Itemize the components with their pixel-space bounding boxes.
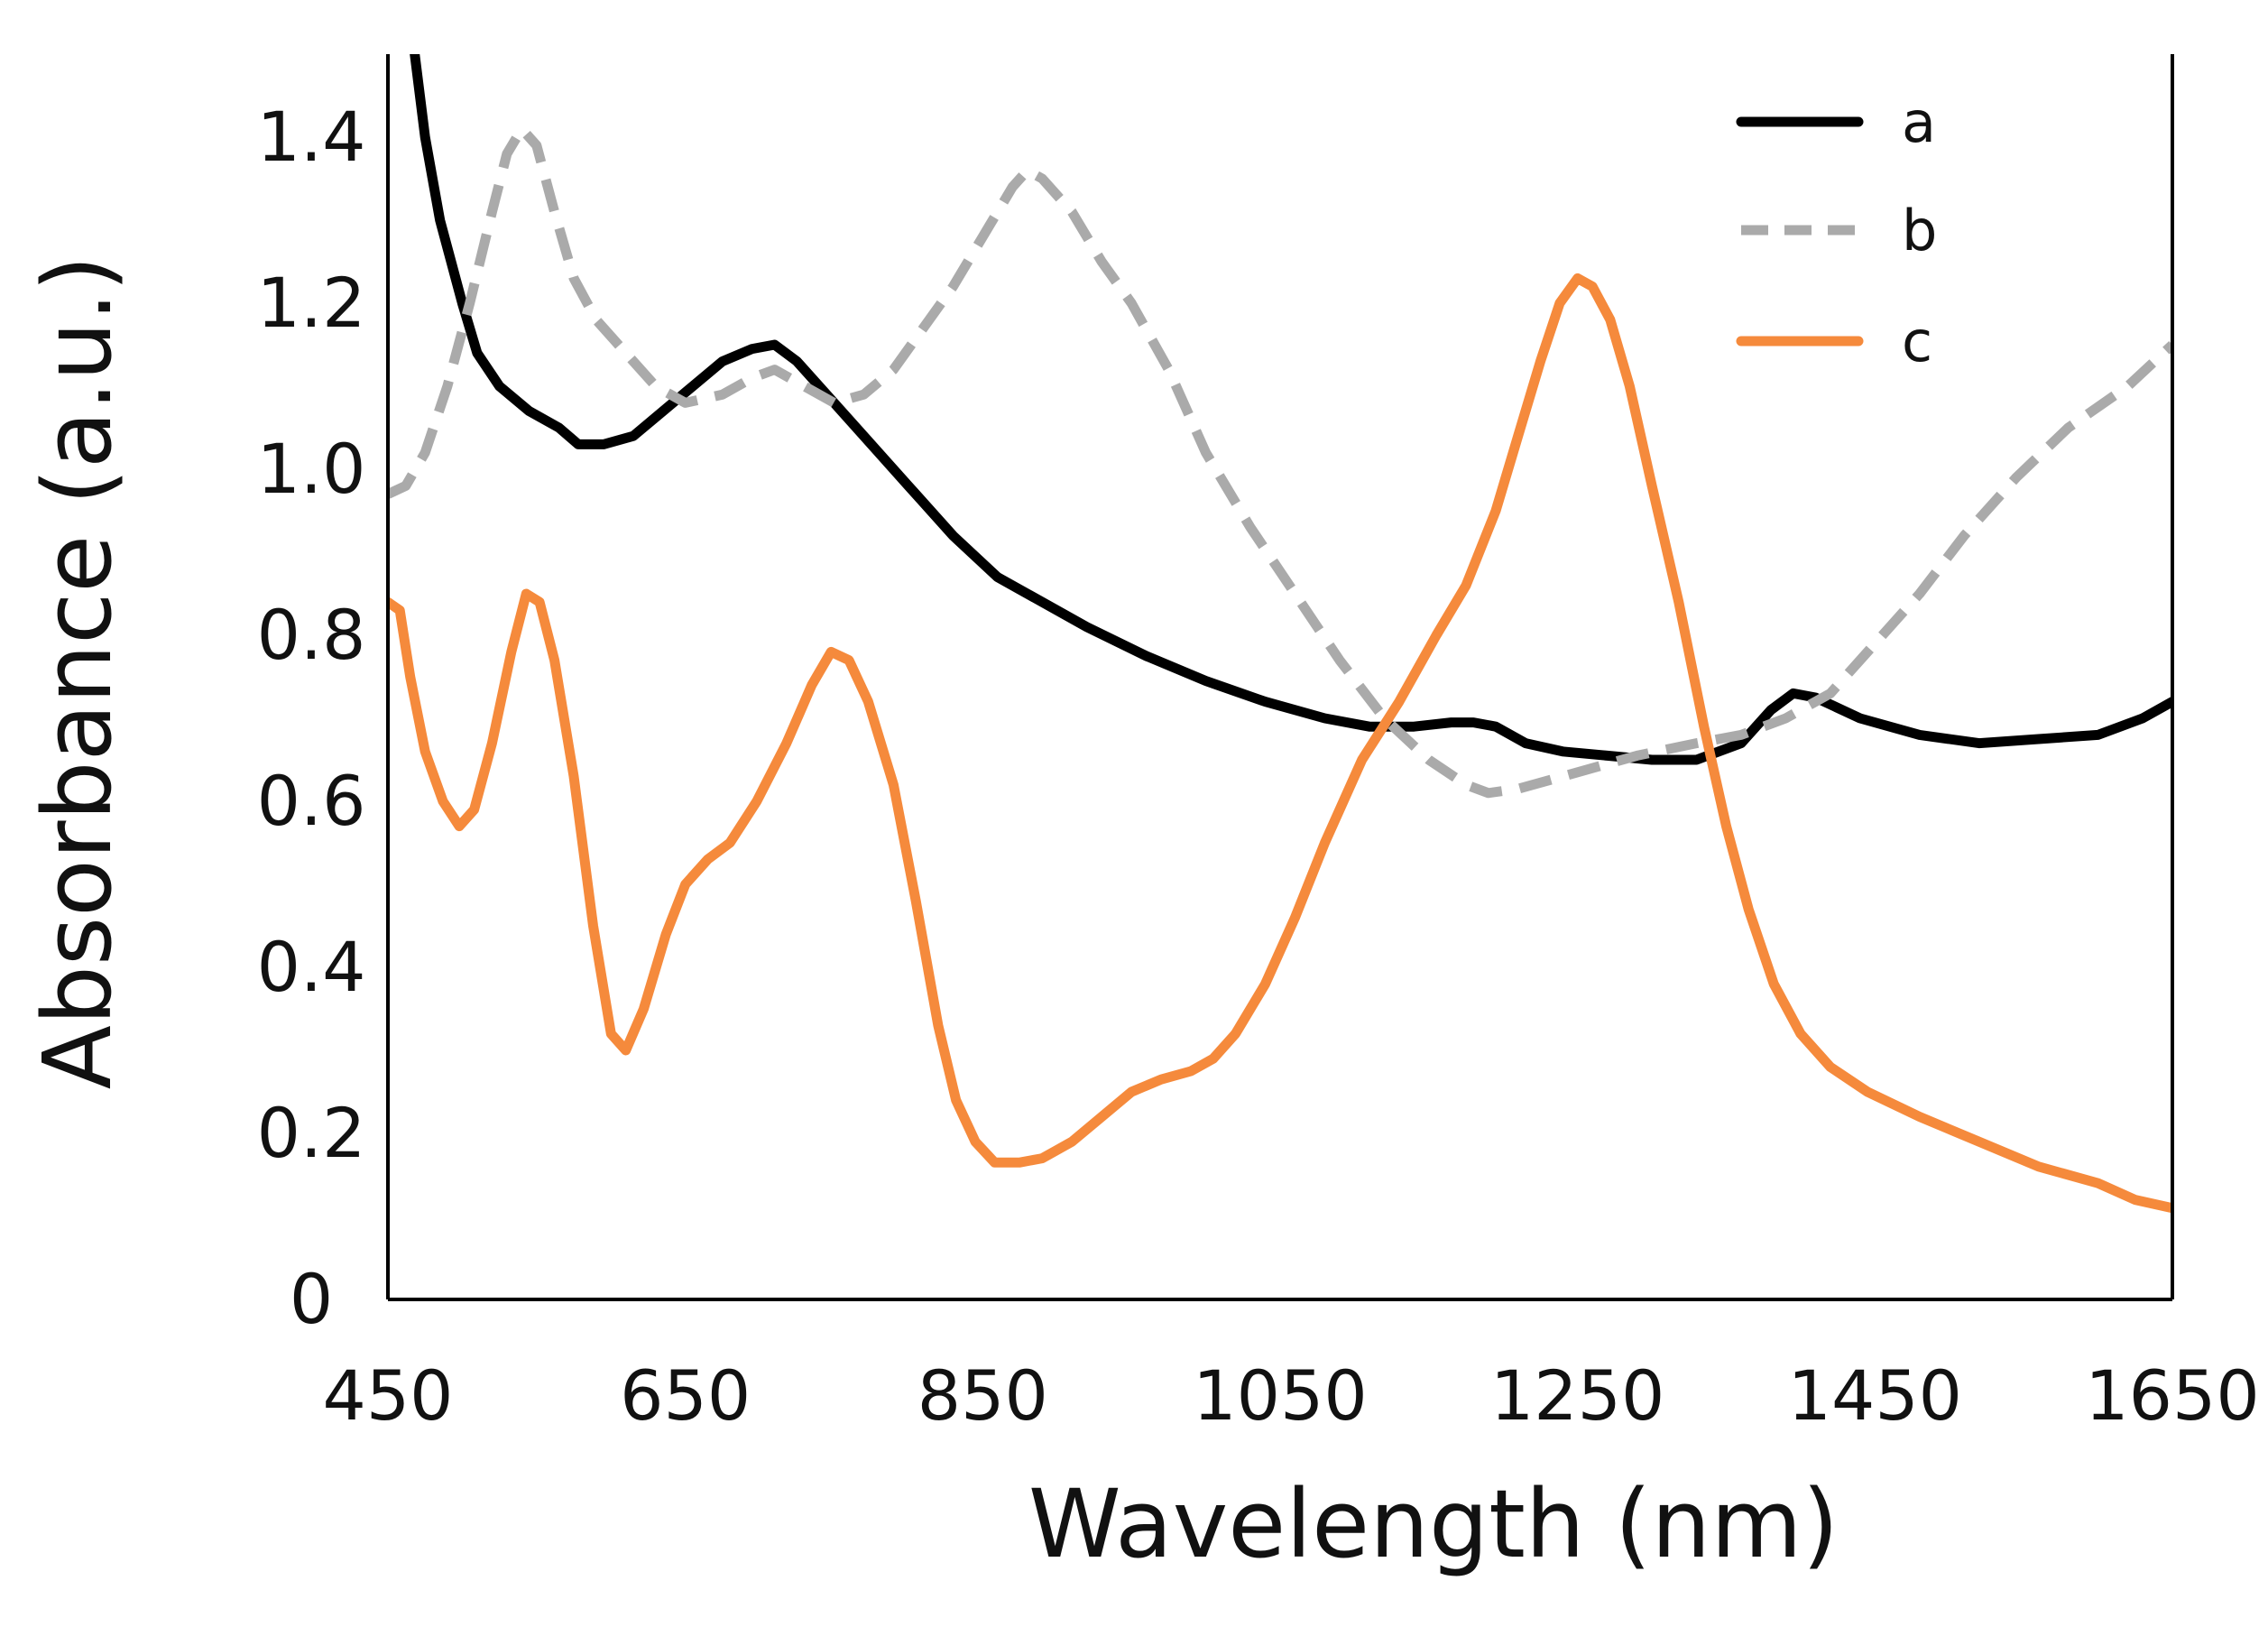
y-axis-title: Absorbance (a.u.) xyxy=(23,255,133,1090)
x-tick-label-1250: 1250 xyxy=(1490,1355,1664,1436)
x-tick-label-1450: 1450 xyxy=(1788,1355,1962,1436)
series-group xyxy=(388,54,2172,1214)
legend-label-c: c xyxy=(1902,309,1932,374)
y-tick-label-1.4: 1.4 xyxy=(257,97,366,177)
y-tick-label-0.8: 0.8 xyxy=(257,595,366,675)
y-tick-label-0: 0 xyxy=(290,1259,333,1339)
x-tick-label-650: 650 xyxy=(620,1355,751,1436)
plot-frame-group xyxy=(386,54,2174,1301)
y-tick-label-1.2: 1.2 xyxy=(257,263,366,343)
x-tick-label-1650: 1650 xyxy=(2085,1355,2259,1436)
y-tick-label-0.6: 0.6 xyxy=(257,761,366,841)
x-axis-title: Wavelength (nm) xyxy=(1028,1469,1839,1579)
y-tick-label-1.0: 1.0 xyxy=(257,429,366,509)
x-tick-label-450: 450 xyxy=(322,1355,453,1436)
x-tick-label-850: 850 xyxy=(917,1355,1048,1436)
legend: abc xyxy=(1736,89,1937,374)
tick-labels-group: 0 0.2 0.4 0.6 0.8 1.0 1.2 1.4 450 650 850 1050 1250 1… xyxy=(257,97,2260,1436)
series-line-c xyxy=(388,273,2172,1214)
legend-label-b: b xyxy=(1902,198,1937,263)
y-tick-label-0.2: 0.2 xyxy=(257,1093,366,1173)
y-tick-label-0.4: 0.4 xyxy=(257,927,366,1007)
legend-label-a: a xyxy=(1902,89,1936,155)
x-tick-label-1050: 1050 xyxy=(1193,1355,1367,1436)
series-line-a xyxy=(410,54,2172,765)
series-line-b xyxy=(388,124,2172,799)
